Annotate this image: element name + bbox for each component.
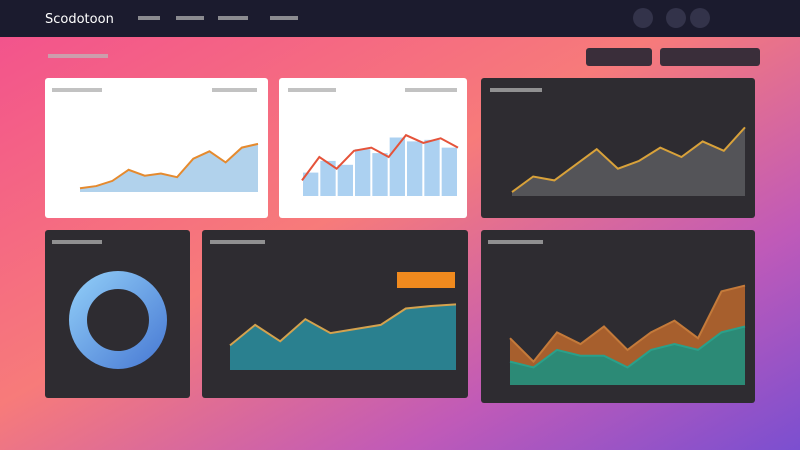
area <box>510 326 745 385</box>
area <box>230 304 456 370</box>
bar <box>355 149 371 196</box>
line <box>509 325 746 369</box>
button[interactable] <box>660 48 760 66</box>
bar <box>372 153 388 196</box>
bar <box>303 172 319 196</box>
panel <box>45 230 190 398</box>
donut-ring <box>69 271 167 369</box>
line <box>301 133 459 181</box>
panel <box>45 78 268 218</box>
line <box>79 142 259 190</box>
bar <box>424 139 440 196</box>
line <box>229 303 457 347</box>
bar <box>441 147 457 196</box>
tooltip <box>397 272 455 288</box>
line <box>511 126 746 193</box>
bar <box>407 141 423 196</box>
brand: Scodotoon <box>45 12 114 27</box>
area <box>80 143 258 192</box>
button[interactable] <box>586 48 652 66</box>
subtitle <box>48 54 108 58</box>
line <box>509 284 746 364</box>
icons[interactable] <box>633 8 710 28</box>
bar <box>320 160 336 196</box>
nav[interactable] <box>138 16 298 20</box>
area <box>512 127 745 196</box>
bar <box>337 164 353 196</box>
